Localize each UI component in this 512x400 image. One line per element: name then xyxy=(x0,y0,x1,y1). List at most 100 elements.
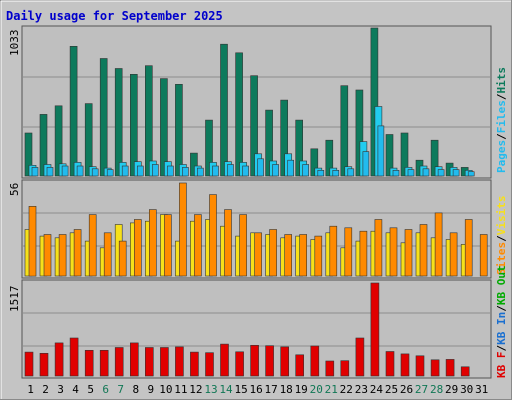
bar-kbf-day-1 xyxy=(24,351,34,377)
x-label-day-26: 26 xyxy=(400,383,413,396)
x-label-day-13: 13 xyxy=(204,383,217,396)
bar-sites-day-27 xyxy=(419,224,428,277)
bar-hits-day-24 xyxy=(370,27,379,177)
bar-kbf-day-23 xyxy=(355,337,365,377)
x-label-day-29: 29 xyxy=(445,383,458,396)
bar-pages-day-11 xyxy=(182,167,189,177)
bar-hits-day-11 xyxy=(175,84,183,177)
bar-pages-day-22 xyxy=(347,168,355,177)
bar-kbf-day-11 xyxy=(175,346,184,377)
bar-pages-day-16 xyxy=(257,158,264,177)
bar-pages-day-18 xyxy=(287,159,295,177)
legend-kb-in: KB In xyxy=(495,312,508,345)
x-label-day-11: 11 xyxy=(174,383,187,396)
bar-kbf-day-26 xyxy=(400,353,410,377)
bar-pages-day-24 xyxy=(377,125,385,177)
bar-sites-day-16 xyxy=(254,232,262,277)
bar-kbf-day-25 xyxy=(385,351,395,377)
x-label-day-6: 6 xyxy=(102,383,109,396)
bar-pages-day-6 xyxy=(106,169,114,177)
x-label-day-2: 2 xyxy=(42,383,49,396)
bar-pages-day-15 xyxy=(242,165,249,177)
bar-hits-day-4 xyxy=(69,45,78,177)
bar-hits-day-7 xyxy=(114,68,123,177)
bar-sites-day-13 xyxy=(209,194,217,277)
x-label-day-10: 10 xyxy=(159,383,172,396)
bar-hits-day-6 xyxy=(99,58,108,177)
x-label-day-20: 20 xyxy=(310,383,323,396)
bar-pages-day-17 xyxy=(272,164,279,177)
x-axis-labels: 1 2 3 4 5 6 7 8 9 10 11 12 13 14 15 16 17 18 19 20 21 22 23 24 2… xyxy=(27,383,488,396)
bar-kbf-day-15 xyxy=(235,351,244,377)
bar-sites-day-7 xyxy=(118,240,127,277)
bar-kbf-day-9 xyxy=(145,347,154,377)
bar-hits-day-17 xyxy=(265,109,273,177)
bar-kbf-day-29 xyxy=(445,359,455,377)
x-label-day-8: 8 xyxy=(132,383,139,396)
bar-pages-day-23 xyxy=(362,151,370,177)
bar-sites-day-3 xyxy=(58,234,67,277)
bar-pages-day-19 xyxy=(302,164,310,177)
bar-sites-day-19 xyxy=(299,234,308,277)
bar-sites-day-21 xyxy=(329,225,338,277)
x-label-day-28: 28 xyxy=(430,383,443,396)
bar-kbf-day-17 xyxy=(265,345,274,377)
bar-pages-day-8 xyxy=(137,165,144,177)
legend-sep: / xyxy=(495,305,508,312)
bar-pages-day-26 xyxy=(407,169,415,177)
bar-sites-day-10 xyxy=(164,214,172,277)
bar-pages-day-7 xyxy=(121,165,129,177)
x-label-day-5: 5 xyxy=(87,383,94,396)
bar-kbf-day-7 xyxy=(114,347,124,377)
x-label-day-18: 18 xyxy=(280,383,293,396)
bar-sites-day-9 xyxy=(149,209,157,277)
bar-sites-day-24 xyxy=(374,219,383,277)
bars-visits-panel xyxy=(24,182,488,277)
bar-sites-day-25 xyxy=(389,227,398,277)
bar-hits-day-2 xyxy=(39,114,48,177)
x-label-day-21: 21 xyxy=(325,383,338,396)
bar-sites-day-30 xyxy=(464,219,473,277)
bar-hits-day-8 xyxy=(130,74,138,177)
bar-hits-day-3 xyxy=(54,105,63,177)
bar-hits-day-26 xyxy=(400,132,409,177)
bar-sites-day-17 xyxy=(269,229,277,277)
bar-kbf-day-22 xyxy=(340,360,350,377)
bar-hits-day-1 xyxy=(24,132,33,177)
bar-sites-day-31 xyxy=(479,234,488,277)
bar-pages-day-12 xyxy=(197,167,204,177)
legend-top: Pages/Files/Hits xyxy=(495,67,508,173)
x-label-day-1: 1 xyxy=(27,383,34,396)
legend-pages: Pages xyxy=(495,140,508,173)
bar-pages-day-30 xyxy=(467,171,475,177)
legend-visits: Visits xyxy=(495,196,508,236)
x-label-day-17: 17 xyxy=(264,383,277,396)
x-label-day-15: 15 xyxy=(234,383,247,396)
bar-sites-day-6 xyxy=(103,232,112,277)
legend-sep: / xyxy=(495,133,508,140)
bar-sites-day-4 xyxy=(73,229,82,277)
bar-pages-day-5 xyxy=(91,168,99,177)
x-label-day-22: 22 xyxy=(340,383,353,396)
bar-kbf-day-27 xyxy=(415,355,425,377)
x-label-day-7: 7 xyxy=(117,383,124,396)
bar-sites-day-29 xyxy=(449,232,458,277)
bar-kbf-day-5 xyxy=(84,349,94,377)
bar-pages-day-9 xyxy=(152,164,159,177)
bar-sites-day-20 xyxy=(314,235,323,277)
bar-sites-day-23 xyxy=(359,230,368,277)
bar-pages-day-25 xyxy=(392,170,400,177)
bar-hits-day-21 xyxy=(325,139,334,177)
bar-hits-day-10 xyxy=(160,78,168,177)
y-max-hits: 1033 xyxy=(8,30,21,57)
bar-kbf-day-24 xyxy=(370,282,380,377)
legend-sep: / xyxy=(495,93,508,100)
bar-hits-day-22 xyxy=(340,85,349,177)
bar-kbf-day-21 xyxy=(325,360,335,377)
bar-pages-day-3 xyxy=(61,165,69,177)
legend-middle: Sites/Visits xyxy=(495,196,508,276)
bar-sites-day-8 xyxy=(134,219,142,277)
bar-sites-day-14 xyxy=(224,209,232,277)
y-max-visits: 56 xyxy=(8,183,21,196)
bar-sites-day-1 xyxy=(28,206,37,277)
